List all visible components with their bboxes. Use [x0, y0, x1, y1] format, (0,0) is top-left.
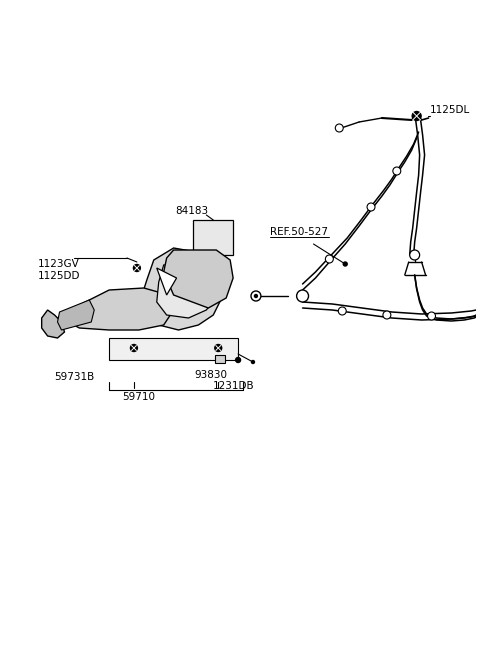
Polygon shape	[109, 338, 238, 360]
Circle shape	[133, 265, 140, 272]
Text: 59731B: 59731B	[55, 372, 95, 382]
Polygon shape	[157, 268, 177, 295]
Circle shape	[428, 312, 435, 320]
Text: 1123GV: 1123GV	[38, 259, 80, 269]
Text: 1125DL: 1125DL	[430, 105, 470, 115]
Polygon shape	[157, 262, 218, 318]
Polygon shape	[193, 220, 233, 255]
Text: 1125DD: 1125DD	[38, 271, 80, 281]
Bar	[215, 355, 225, 363]
Text: 1231DB: 1231DB	[213, 381, 255, 391]
Circle shape	[252, 360, 254, 364]
Polygon shape	[42, 310, 64, 338]
Circle shape	[297, 290, 309, 302]
Circle shape	[410, 250, 420, 260]
Circle shape	[336, 124, 343, 132]
Text: 84183: 84183	[175, 206, 208, 216]
Circle shape	[412, 111, 421, 121]
Circle shape	[367, 203, 375, 211]
Circle shape	[215, 345, 222, 352]
Circle shape	[251, 291, 261, 301]
Circle shape	[393, 167, 401, 175]
Polygon shape	[58, 300, 94, 330]
Circle shape	[236, 358, 240, 362]
Text: 59710: 59710	[122, 392, 156, 402]
Polygon shape	[164, 250, 233, 308]
Circle shape	[343, 262, 347, 266]
Circle shape	[338, 307, 346, 315]
Circle shape	[254, 295, 257, 297]
Circle shape	[131, 345, 137, 352]
Polygon shape	[139, 248, 228, 330]
Text: REF.50-527: REF.50-527	[270, 227, 328, 237]
Circle shape	[383, 311, 391, 319]
Polygon shape	[55, 288, 174, 335]
Text: 93830: 93830	[194, 370, 228, 380]
Circle shape	[325, 255, 333, 263]
